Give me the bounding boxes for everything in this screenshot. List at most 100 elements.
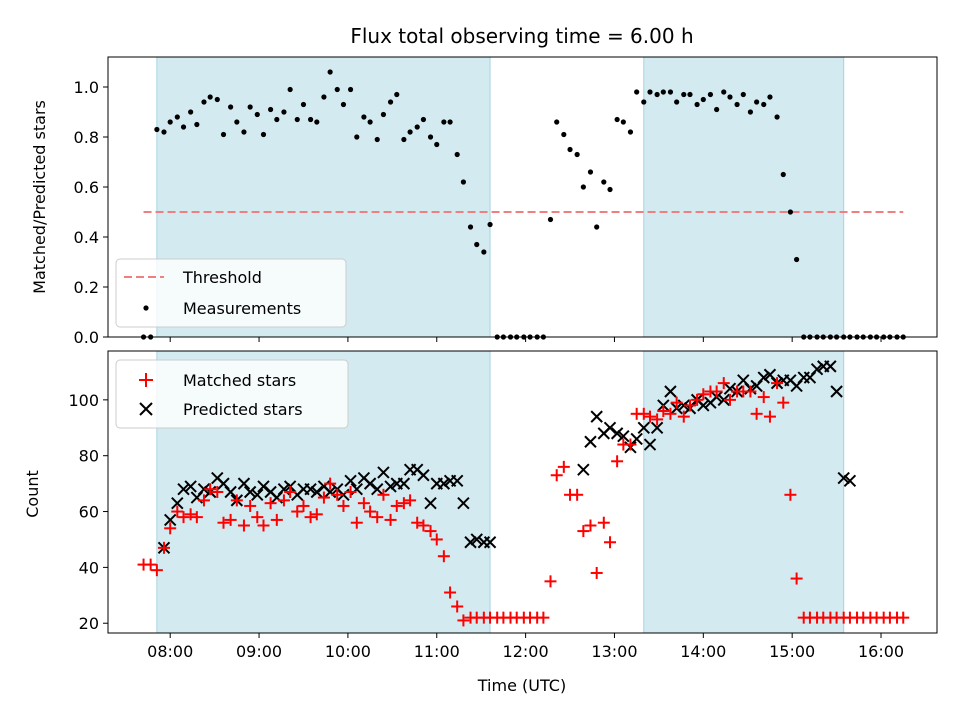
measurement-point — [561, 131, 567, 138]
predicted-star-point — [637, 421, 650, 434]
measurement-point — [188, 109, 194, 115]
matched-star-point — [357, 497, 370, 510]
matched-star-point — [784, 488, 797, 501]
predicted-star-point — [630, 432, 643, 446]
matched-star-point — [897, 611, 910, 624]
predicted-star-point — [344, 474, 357, 488]
predicted-star-point — [417, 469, 430, 482]
matched-star-point — [150, 564, 163, 577]
measurement-point — [307, 116, 314, 123]
matched-star-point — [771, 377, 784, 390]
matched-star-point — [230, 494, 243, 507]
predicted-star-point — [824, 360, 837, 373]
matched-star-point — [430, 533, 443, 546]
matched-legend-label: Matched stars — [183, 371, 296, 390]
matched-star-point — [377, 488, 390, 501]
measurement-point — [780, 171, 786, 178]
measurement-point — [407, 129, 413, 135]
measurement-point — [654, 91, 660, 98]
measurement-point — [620, 119, 626, 125]
ratio-legend-box — [115, 258, 347, 328]
predicted-star-point — [251, 488, 264, 501]
predicted-star-point — [830, 385, 843, 398]
measurement-point — [641, 99, 647, 105]
measurement-point — [154, 126, 160, 133]
measurement-point — [434, 141, 440, 148]
matched-star-point — [590, 566, 603, 579]
measurement-point — [754, 99, 760, 105]
measurement-point — [327, 69, 333, 75]
count-y-axis-label: Count — [23, 470, 42, 518]
matched-star-point — [451, 600, 464, 613]
matched-star-point — [190, 511, 203, 524]
count-x-tick-label: 10:00 — [325, 642, 371, 661]
predicted-star-point — [483, 536, 497, 549]
matched-star-point — [324, 477, 337, 490]
measurement-point — [287, 86, 293, 93]
measurement-point — [587, 169, 594, 175]
matched-star-point — [204, 483, 217, 496]
threshold-legend-label: Threshold — [182, 268, 262, 287]
ratio-y-ticks: 0.0 0.2 0.4 0.6 0.8 1.0 — [74, 78, 108, 347]
predicted-legend-swatch — [139, 402, 153, 416]
measurements-legend-label: Measurements — [183, 299, 301, 318]
count-plot-frame — [107, 350, 938, 634]
matched-star-point — [697, 388, 710, 401]
predicted-star-point — [177, 483, 190, 496]
ratio-y-tick-label: 0.6 — [74, 178, 99, 197]
count-y-tick-label: 20 — [79, 614, 99, 633]
predicted-star-point — [197, 483, 211, 496]
measurement-point — [334, 86, 340, 93]
measurements-legend-swatch — [143, 305, 149, 311]
matched-star-point — [750, 407, 763, 420]
matched-star-point — [404, 494, 417, 507]
matched-star-point — [550, 469, 563, 482]
count-legend-box — [115, 359, 349, 429]
measurement-point — [634, 89, 640, 95]
count-x-tick-label: 12:00 — [503, 642, 549, 661]
matched-star-point — [390, 499, 403, 512]
matched-star-point — [237, 519, 250, 532]
predicted-star-point — [257, 480, 270, 493]
ratio-y-axis-label: Matched/Predicted stars — [30, 100, 49, 294]
measurement-point — [454, 151, 460, 158]
matched-star-point — [577, 525, 590, 538]
matched-star-point — [317, 491, 330, 504]
measurement-point — [314, 119, 320, 125]
matched-star-point — [557, 460, 570, 473]
matched-star-point — [384, 513, 397, 526]
matched-star-point — [691, 393, 704, 406]
predicted-star-point — [371, 483, 384, 496]
measurement-point — [214, 96, 220, 103]
measurement-point — [180, 124, 187, 130]
count-y-tick-label: 40 — [79, 558, 99, 577]
matched-star-point — [264, 497, 277, 510]
predicted-star-point — [590, 410, 603, 423]
measurement-point — [547, 216, 554, 223]
measurement-point — [734, 101, 740, 108]
measurement-point — [260, 131, 267, 138]
measurement-point — [747, 109, 754, 115]
predicted-star-point — [184, 480, 197, 493]
ratio-plot-frame — [107, 56, 938, 338]
predicted-star-point — [584, 435, 597, 448]
measurement-point — [647, 89, 653, 95]
measurement-point — [274, 116, 280, 123]
matched-star-point — [744, 385, 757, 398]
matched-star-point — [197, 494, 210, 507]
measurement-point — [574, 151, 580, 158]
matched-star-point — [337, 499, 350, 512]
matched-star-point — [411, 516, 424, 529]
matched-star-point — [371, 511, 384, 524]
predicted-star-point — [171, 496, 184, 510]
matched-star-point — [717, 377, 730, 390]
measurement-point — [241, 129, 247, 135]
matched-star-point — [763, 410, 776, 423]
matched-star-point — [344, 486, 357, 498]
matched-star-point — [644, 410, 657, 423]
measurement-point — [447, 119, 453, 125]
matched-star-point — [777, 396, 790, 409]
predicted-star-point — [224, 485, 237, 499]
predicted-star-point — [664, 385, 677, 398]
